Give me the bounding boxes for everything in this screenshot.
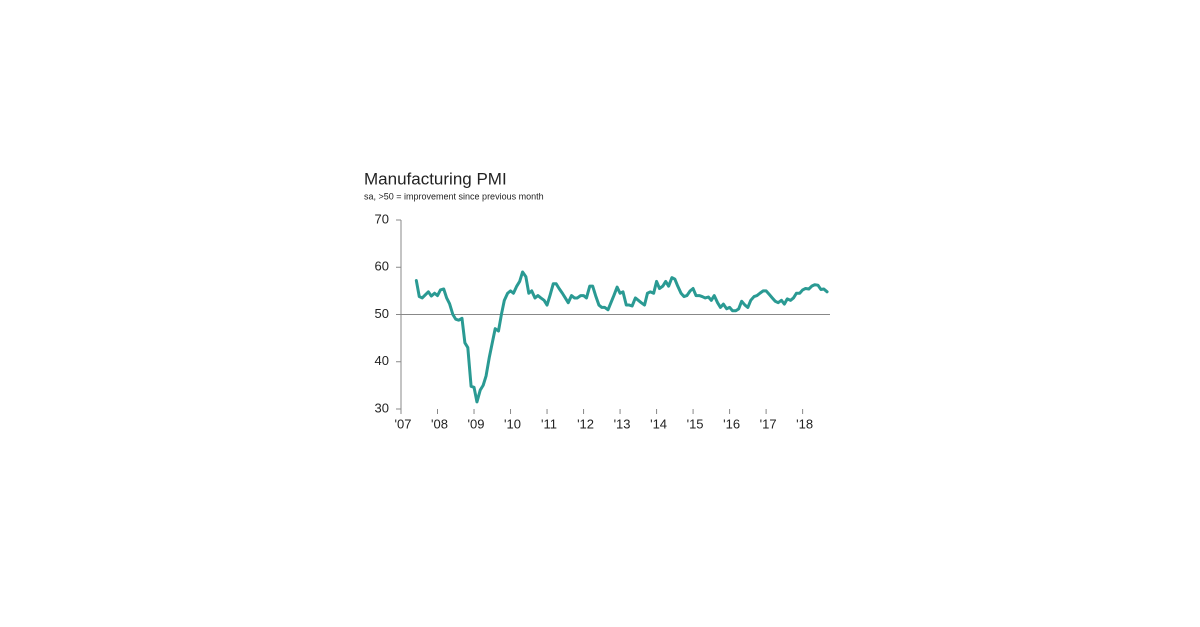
y-tick-label: 60 bbox=[375, 259, 389, 274]
y-tick-label: 70 bbox=[375, 211, 389, 226]
y-tick-label: 40 bbox=[375, 353, 389, 368]
data-line bbox=[414, 270, 829, 404]
x-tick-label: '07 bbox=[395, 416, 412, 431]
x-tick-label: '18 bbox=[796, 416, 813, 431]
x-tick-label: '09 bbox=[468, 416, 485, 431]
x-tick-label: '12 bbox=[577, 416, 594, 431]
y-tick-label: 50 bbox=[375, 306, 389, 321]
x-tick-label: '17 bbox=[760, 416, 777, 431]
y-tick-label: 30 bbox=[375, 400, 389, 415]
x-tick-label: '16 bbox=[723, 416, 740, 431]
chart-title: Manufacturing PMI bbox=[364, 169, 507, 188]
chart-subtitle: sa, >50 = improvement since previous mon… bbox=[364, 191, 544, 201]
x-tick-label: '08 bbox=[431, 416, 448, 431]
x-tick-label: '15 bbox=[687, 416, 704, 431]
x-tick-label: '11 bbox=[541, 416, 557, 431]
x-tick-label: '14 bbox=[650, 416, 667, 431]
x-tick-label: '13 bbox=[614, 416, 631, 431]
x-tick-label: '10 bbox=[504, 416, 521, 431]
